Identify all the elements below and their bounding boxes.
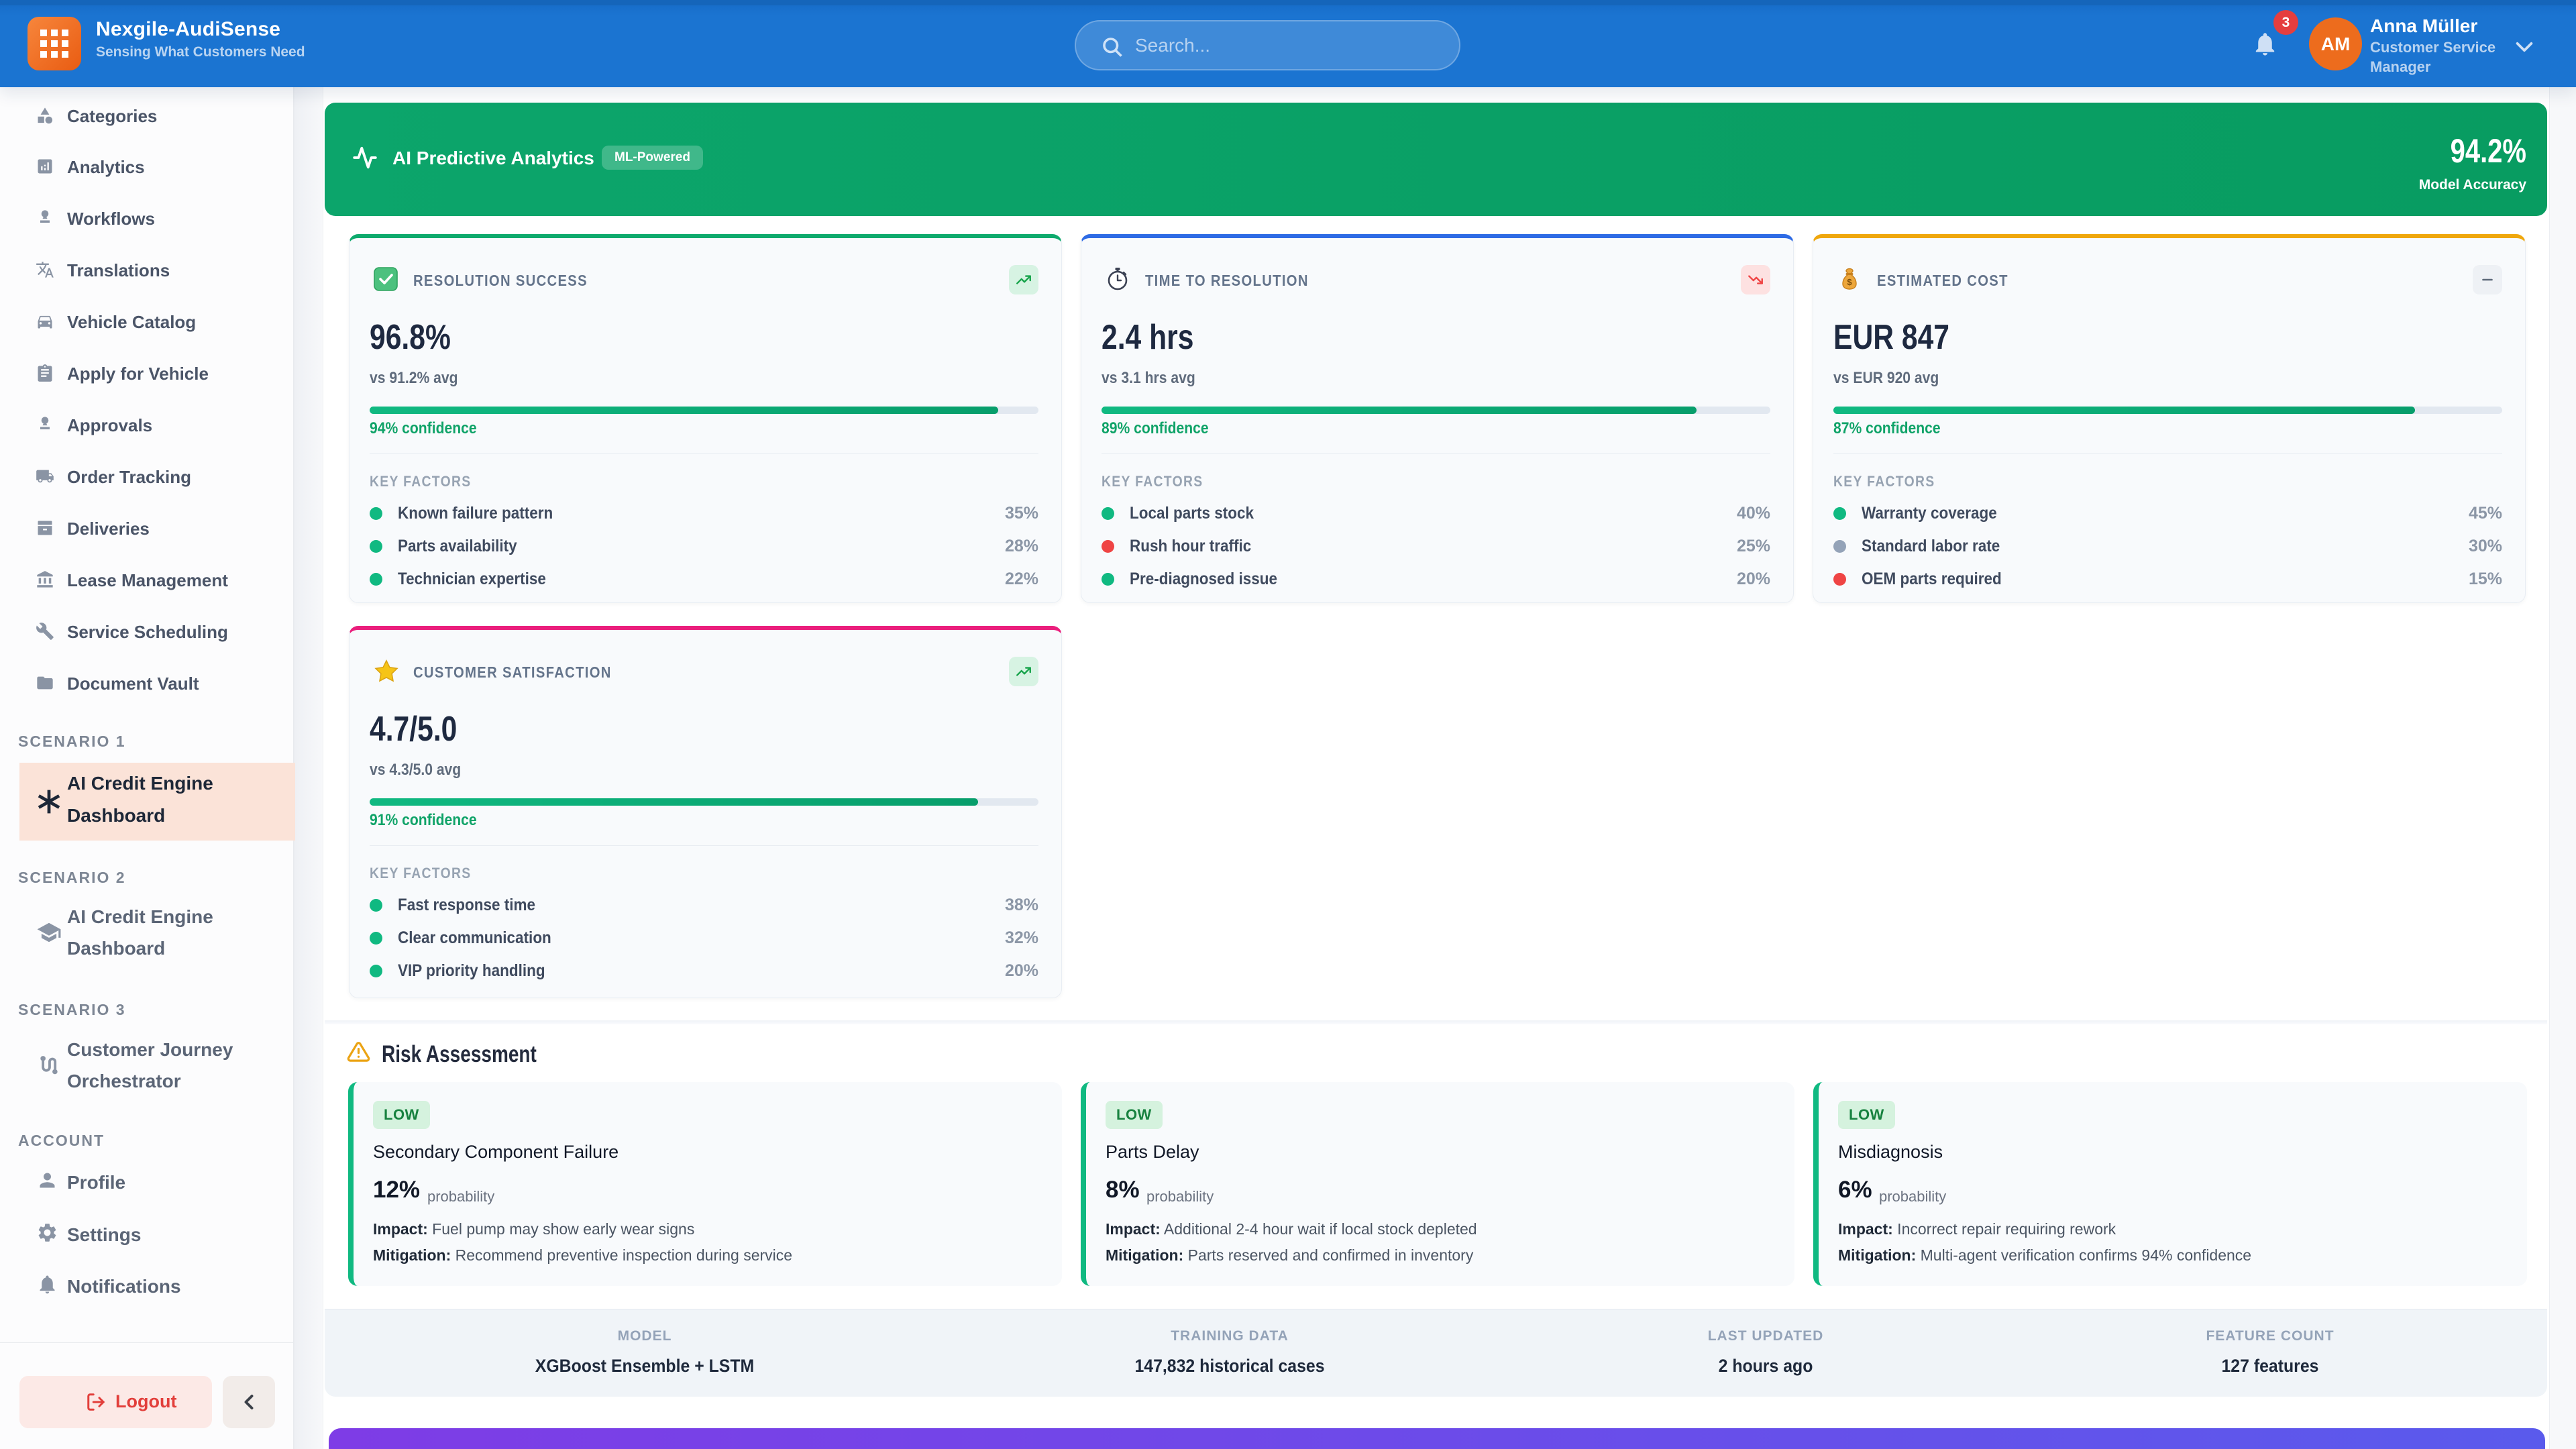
svg-text:$: $: [1847, 277, 1852, 287]
